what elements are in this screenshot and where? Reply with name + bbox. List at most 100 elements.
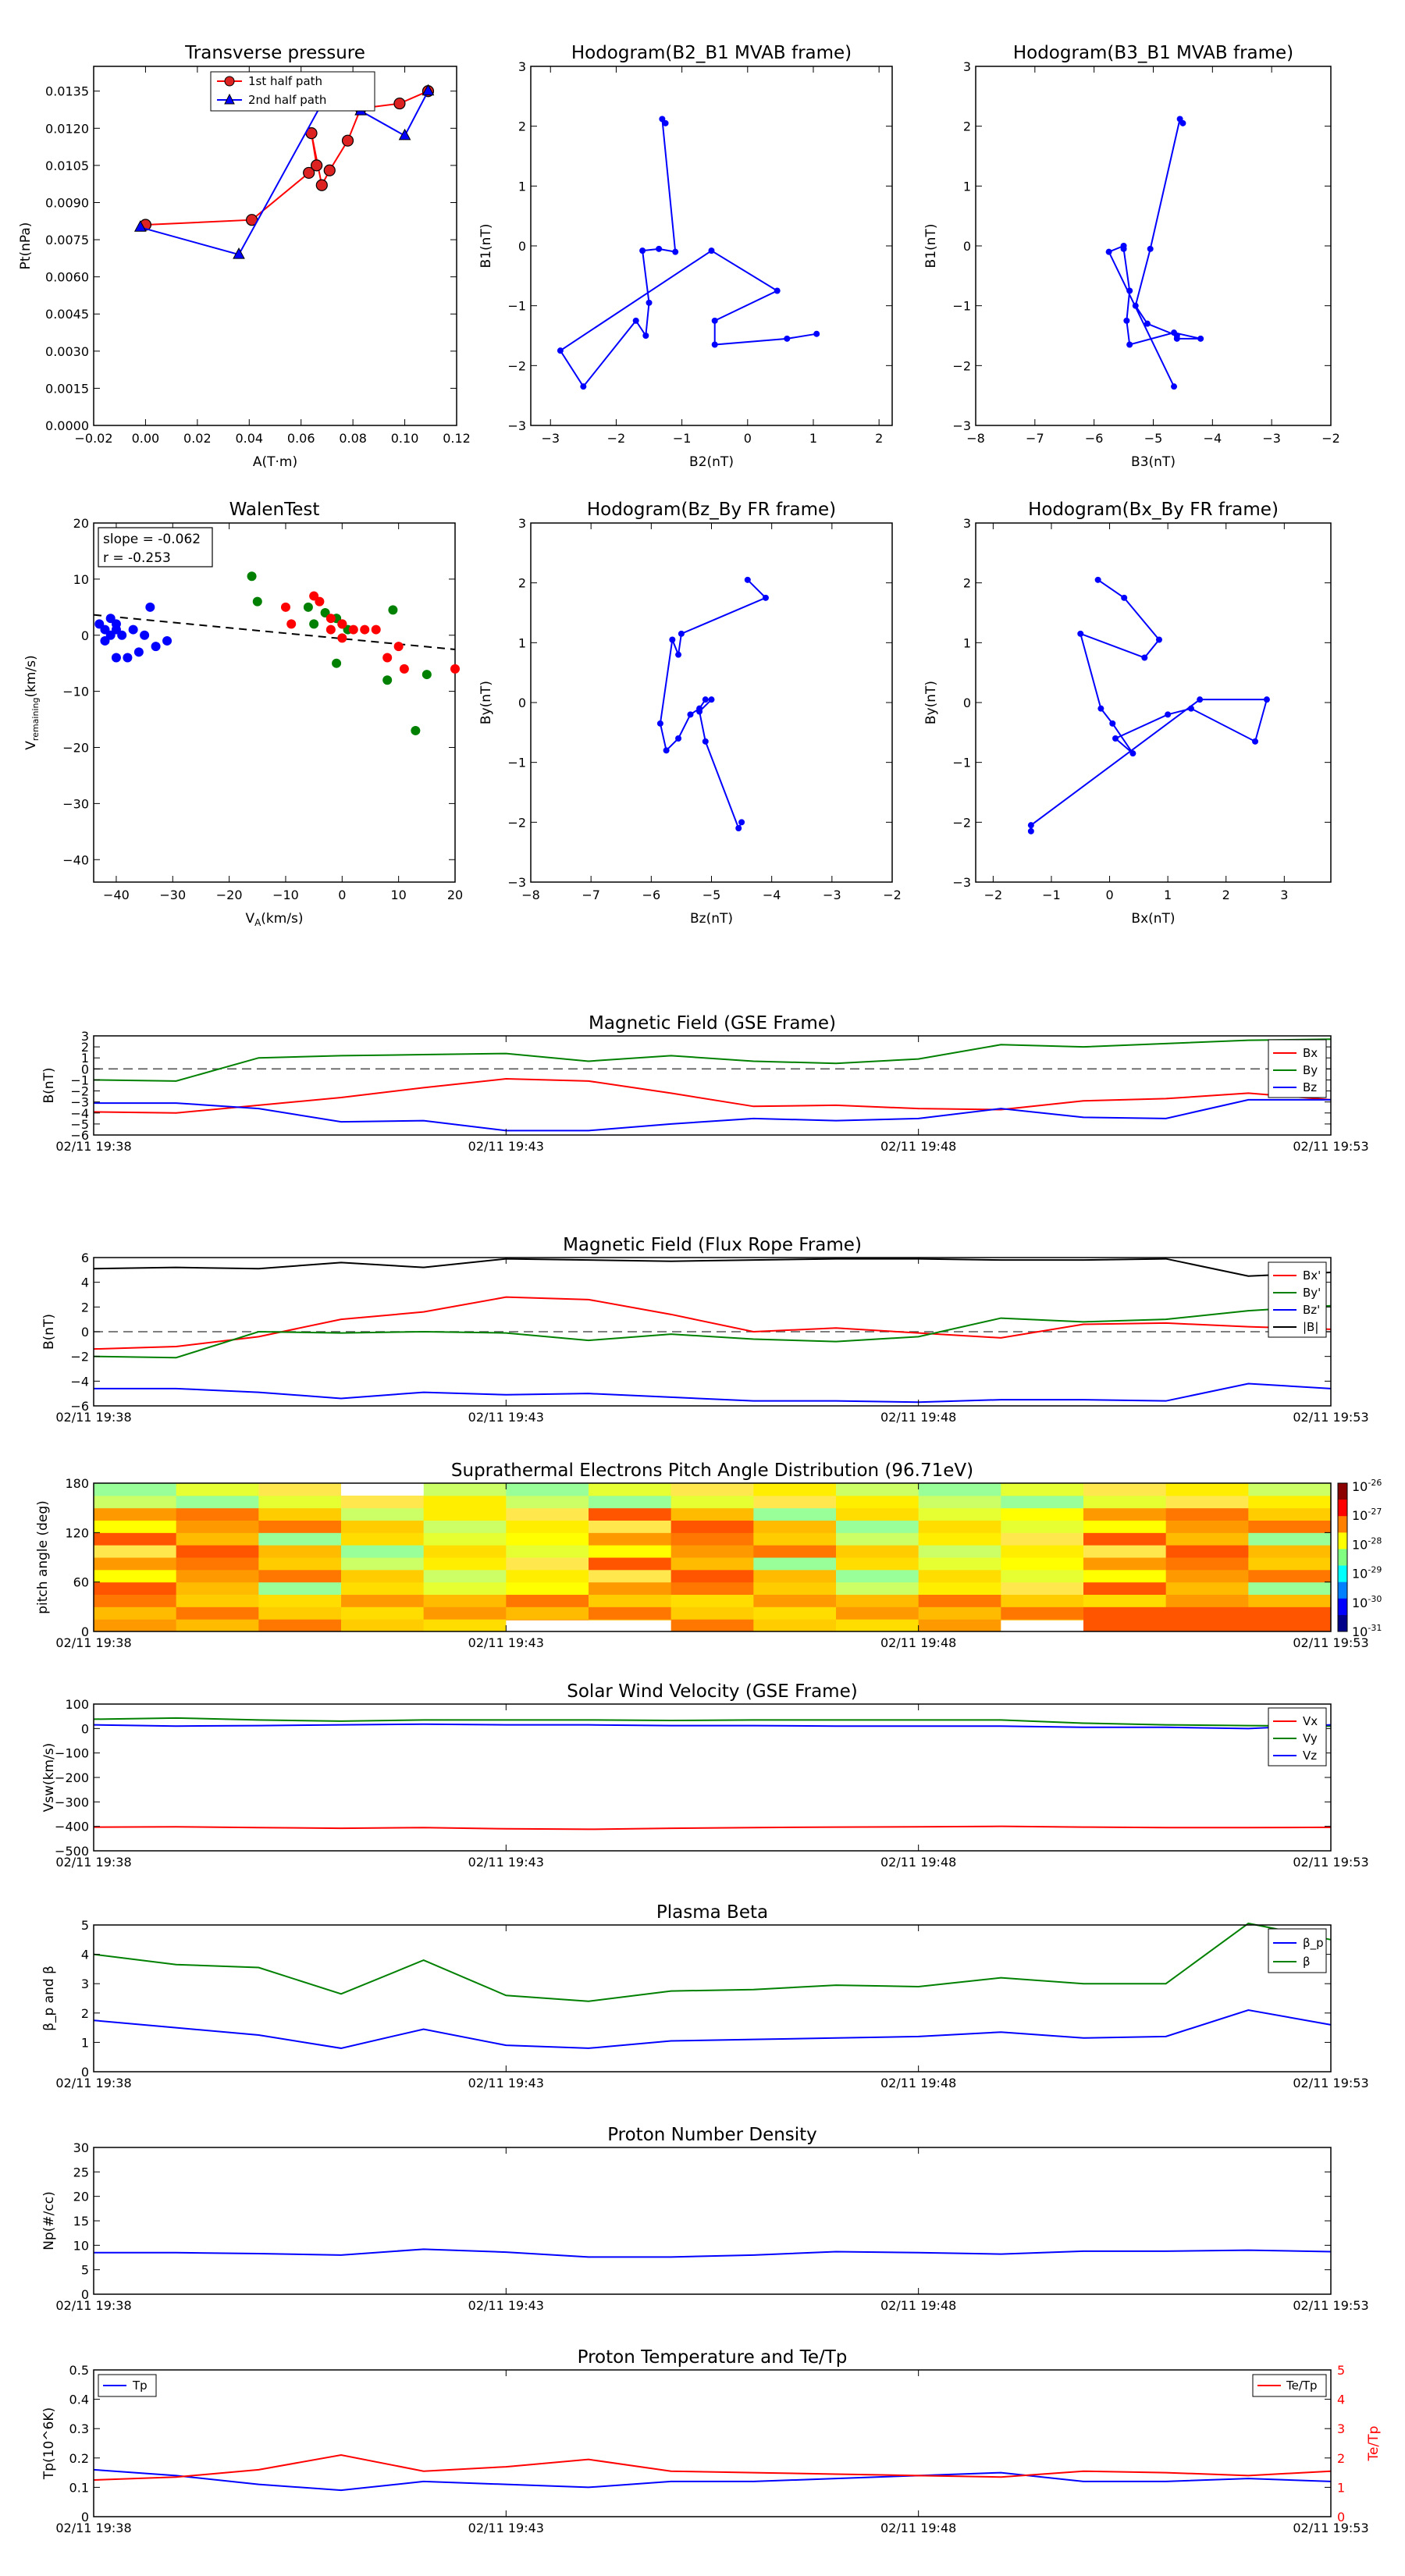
y-axis-label: Vsw(km/s) bbox=[41, 1743, 57, 1813]
x-tick-label: −5 bbox=[702, 888, 721, 902]
y-tick-label: −100 bbox=[55, 1746, 89, 1761]
x-axis-label: Bz(nT) bbox=[690, 911, 733, 927]
panel-h21: Hodogram(B2_B1 MVAB frame) −3 −2 −1 0 1 2 −3 −2 −… bbox=[478, 43, 893, 470]
x-tick-label: 2 bbox=[1222, 888, 1230, 902]
y-tick-label: 3 bbox=[963, 59, 971, 74]
colorbar-segment bbox=[1338, 1516, 1347, 1533]
data-point-blue bbox=[133, 647, 144, 657]
heatmap-cell bbox=[1248, 1507, 1332, 1521]
heatmap-cell bbox=[94, 1545, 177, 1558]
heatmap-cell bbox=[918, 1507, 1001, 1521]
heatmap-cell bbox=[341, 1569, 425, 1583]
heatmap-cell bbox=[423, 1582, 507, 1595]
heatmap-cell bbox=[918, 1532, 1001, 1546]
colorbar-exponent: -27 bbox=[1368, 1507, 1382, 1517]
y-axis-label: Tp(10^6K) bbox=[41, 2407, 57, 2480]
heatmap-cell bbox=[1083, 1532, 1167, 1546]
heatmap-cell bbox=[176, 1606, 259, 1620]
y-tick-label: −2 bbox=[70, 1350, 89, 1364]
heatmap-gap bbox=[341, 1483, 424, 1496]
y-axis-label: B(nT) bbox=[41, 1067, 57, 1103]
heatmap-cell bbox=[836, 1557, 919, 1571]
heatmap-cell bbox=[1165, 1507, 1249, 1521]
data-point-red bbox=[286, 619, 297, 629]
legend: Vx Vy Vz bbox=[1268, 1707, 1327, 1767]
y-tick-label: 3 bbox=[81, 1976, 89, 1991]
series-line-By' bbox=[93, 1304, 1332, 1359]
heatmap-cell bbox=[1248, 1606, 1332, 1620]
x-tick-label: 0.10 bbox=[391, 431, 419, 446]
data-point-blue bbox=[111, 653, 121, 663]
heatmap-cell bbox=[94, 1582, 177, 1595]
heatmap-cell bbox=[506, 1483, 589, 1496]
y-tick-label: 2 bbox=[518, 576, 526, 591]
hodogram-point bbox=[813, 330, 820, 337]
hodogram-point bbox=[1155, 636, 1162, 643]
heatmap-cell bbox=[1083, 1619, 1167, 1632]
y-tick-label: 0.0105 bbox=[45, 158, 89, 173]
legend-label: Bz' bbox=[1303, 1303, 1320, 1317]
heatmap-cell bbox=[94, 1483, 177, 1496]
y-tick-label: −40 bbox=[62, 852, 89, 867]
heatmap-cell bbox=[341, 1557, 425, 1571]
x-tick-label: −1 bbox=[673, 431, 692, 446]
heatmap-cell bbox=[423, 1619, 507, 1632]
hodogram-point bbox=[1144, 320, 1151, 327]
y-tick-label: −3 bbox=[70, 1095, 89, 1110]
y-tick-label: 0 bbox=[81, 628, 89, 643]
data-point-red bbox=[348, 624, 358, 635]
y-tick-label: 0.0030 bbox=[45, 344, 89, 359]
heatmap-cell bbox=[753, 1532, 837, 1546]
series-line-Bz' bbox=[94, 1382, 1332, 1404]
heatmap-cell bbox=[753, 1582, 837, 1595]
y-right-tick-label: 4 bbox=[1337, 2393, 1345, 2407]
time-tick-label: 02/11 19:48 bbox=[880, 1635, 956, 1650]
heatmap-cell bbox=[1165, 1582, 1249, 1595]
legend-label: 1st half path bbox=[248, 74, 322, 88]
x-tick-label: −30 bbox=[159, 888, 186, 902]
colorbar: 10-26 10-27 10-28 10-29 10-30 10-31 bbox=[1337, 1478, 1382, 1639]
data-point-red bbox=[360, 624, 370, 635]
x-tick-label: −7 bbox=[582, 888, 600, 902]
x-tick-label: 0.04 bbox=[235, 431, 263, 446]
heatmap-cell bbox=[1165, 1606, 1249, 1620]
panel-beta: Plasma Beta 0 1 2 3 4 5 β_p and β 02/11 19:38 02/… bbox=[41, 1902, 1369, 2090]
y-axis-label: B(nT) bbox=[41, 1314, 57, 1350]
heatmap-cell bbox=[94, 1495, 177, 1509]
x-tick-label: 20 bbox=[447, 888, 463, 902]
heatmap-cell bbox=[918, 1619, 1001, 1632]
y-tick-label: 2 bbox=[81, 2006, 89, 2021]
y-tick-label: 0.1 bbox=[69, 2480, 89, 2495]
hodogram-line bbox=[659, 579, 767, 831]
heatmap-cell bbox=[423, 1594, 507, 1607]
heatmap-cell bbox=[1001, 1520, 1084, 1533]
hodogram-point bbox=[708, 247, 715, 254]
y-axis-label: B1(nT) bbox=[923, 224, 939, 269]
panel-hzy: Hodogram(Bz_By FR frame) −8 −7 −6 −5 −4 −3 −2 −3… bbox=[478, 500, 902, 927]
y-tick-label: 0 bbox=[518, 239, 526, 254]
heatmap-cell bbox=[94, 1619, 177, 1632]
heatmap-cell bbox=[836, 1619, 919, 1632]
x-tick-label: 3 bbox=[1280, 888, 1288, 902]
time-tick-label: 02/11 19:48 bbox=[880, 1855, 956, 1870]
panel-h31: Hodogram(B3_B1 MVAB frame) −8 −7 −6 −5 −4 −3 −2… bbox=[923, 43, 1340, 470]
heatmap-cell bbox=[670, 1532, 754, 1546]
time-tick-label: 02/11 19:48 bbox=[880, 2298, 956, 2313]
x-tick-label: 1 bbox=[1164, 888, 1172, 902]
hodogram-point bbox=[708, 696, 715, 703]
x-tick-label: −4 bbox=[1204, 431, 1222, 446]
heatmap-cell bbox=[1165, 1532, 1249, 1546]
y-tick-label: −1 bbox=[507, 756, 526, 770]
heatmap-cell bbox=[506, 1545, 589, 1558]
hodogram-point bbox=[702, 738, 709, 745]
y-tick-label: 1 bbox=[518, 179, 526, 194]
y-tick-label: 1 bbox=[963, 179, 971, 194]
heatmap-cell bbox=[258, 1495, 342, 1509]
hodogram-point bbox=[1171, 383, 1178, 390]
data-point-red bbox=[323, 164, 336, 176]
heatmap-cell bbox=[423, 1520, 507, 1533]
heatmap-cell bbox=[1001, 1594, 1084, 1607]
x-tick-label: −1 bbox=[1042, 888, 1061, 902]
hodogram-point bbox=[735, 825, 742, 831]
legend: Bx By Bz bbox=[1268, 1039, 1327, 1098]
